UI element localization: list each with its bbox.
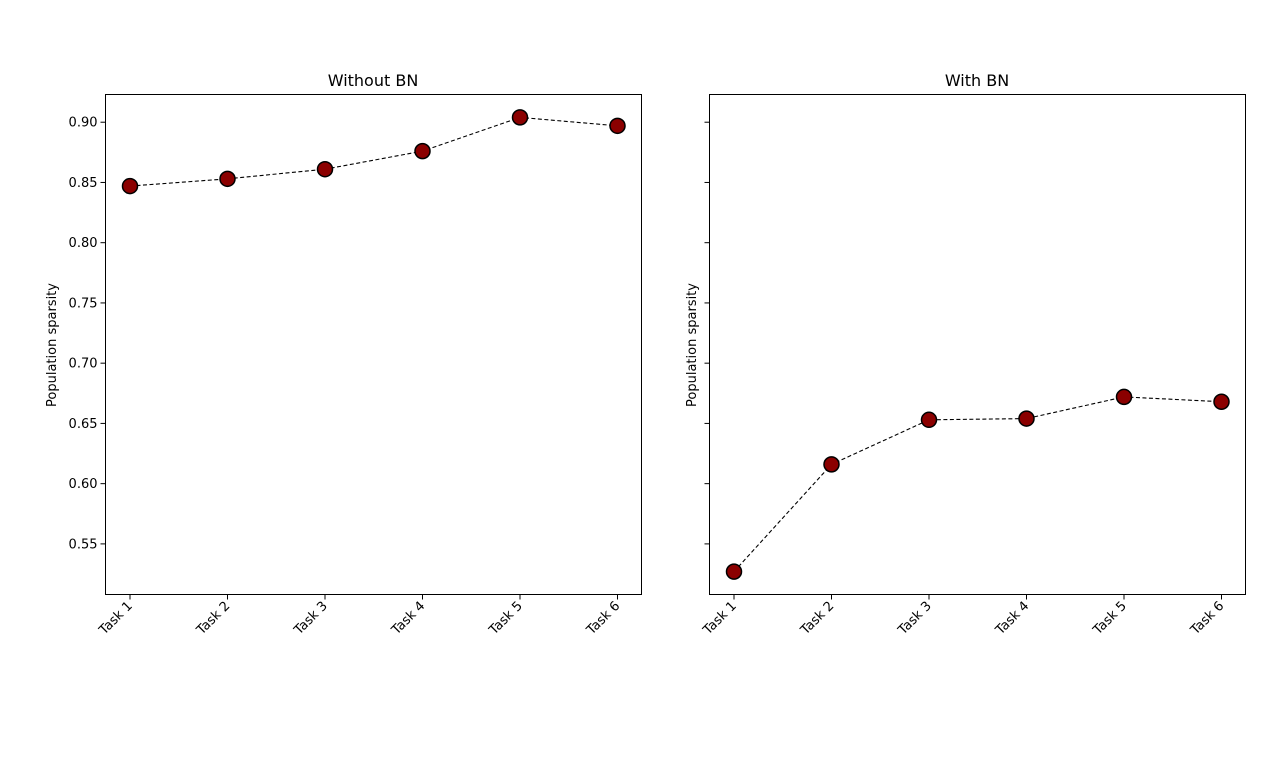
series-line <box>733 396 1222 572</box>
plot-frame <box>105 94 642 595</box>
series <box>725 388 1230 580</box>
data-point <box>609 117 626 135</box>
data-point <box>1018 410 1035 427</box>
x-ticks: Task 1 Task 2 Task 3 Task 4 Task 5 Task 6 <box>700 594 1227 639</box>
x-tick-label: Task 6 <box>1187 599 1227 639</box>
data-point <box>316 160 334 178</box>
x-tick-label: Task 1 <box>96 599 136 639</box>
data-point <box>725 563 743 580</box>
data-point <box>1213 393 1230 410</box>
chart-title: Without BN <box>328 71 419 90</box>
x-tick-label: Task 4 <box>388 599 428 639</box>
x-tick-label: Task 2 <box>797 599 837 639</box>
data-point <box>219 170 236 188</box>
x-tick-label: Task 2 <box>193 599 233 639</box>
y-tick-label: 0.80 <box>69 236 98 251</box>
panel-without-bn: Without BN Population sparsity 0.550.600… <box>45 71 642 639</box>
data-point <box>414 142 431 160</box>
data-point <box>823 456 840 473</box>
x-tick-label: Task 6 <box>583 599 623 639</box>
x-ticks: Task 1 Task 2 Task 3 Task 4 Task 5 Task 6 <box>96 594 623 639</box>
series-line <box>129 116 618 187</box>
y-tick-label: 0.65 <box>69 417 98 432</box>
chart-title: With BN <box>945 71 1009 90</box>
data-point <box>511 109 529 126</box>
x-tick-label: Task 1 <box>700 599 740 639</box>
y-tick-label: 0.60 <box>69 477 98 492</box>
y-tick-label: 0.75 <box>69 296 98 311</box>
series <box>121 109 626 195</box>
data-point <box>920 411 938 429</box>
x-tick-label: Task 3 <box>291 599 331 639</box>
data-point <box>1115 388 1133 406</box>
y-axis-label: Population sparsity <box>45 283 60 407</box>
y-ticks: 0.55 0.60 0.65 0.70 0.75 0.80 0.85 0.90 <box>69 116 106 552</box>
x-tick-label: Task 3 <box>895 599 935 639</box>
plot-frame <box>709 94 1246 595</box>
x-tick-label: Task 5 <box>486 599 526 639</box>
y-tick-label: 0.70 <box>69 357 98 372</box>
panel-with-bn: With BN Population sparsity Task 1 Task 2… <box>685 71 1246 639</box>
data-point <box>121 177 139 195</box>
y-tick-label: 0.90 <box>69 116 98 131</box>
x-tick-label: Task 5 <box>1090 599 1130 639</box>
x-tick-label: Task 4 <box>992 599 1032 639</box>
y-ticks <box>704 121 710 545</box>
y-axis-label: Population sparsity <box>685 283 700 407</box>
y-tick-label: 0.55 <box>69 537 98 552</box>
y-tick-label: 0.85 <box>69 176 98 191</box>
